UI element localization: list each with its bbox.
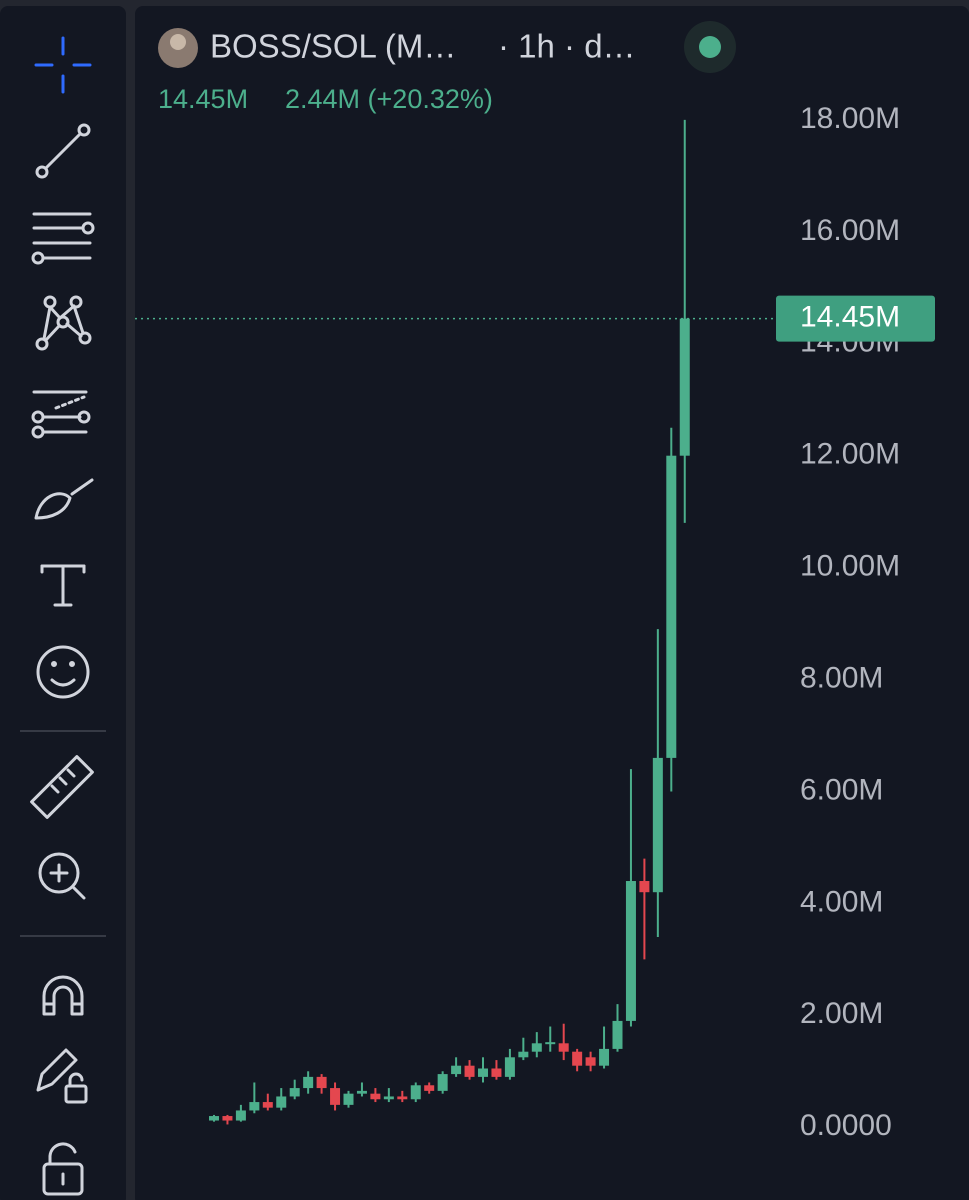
pattern-tool[interactable] <box>35 295 92 351</box>
y-tick-label: 12.00M <box>800 438 900 471</box>
candle-body <box>572 1051 583 1066</box>
candle-body <box>356 1090 367 1094</box>
last-price-tag <box>776 295 935 342</box>
candle-body <box>599 1048 610 1066</box>
candle-body <box>370 1093 381 1100</box>
candle-body <box>424 1085 435 1091</box>
candle-body <box>531 1043 542 1052</box>
candle-body <box>303 1076 314 1089</box>
candle-body <box>330 1088 341 1105</box>
zoom-tool[interactable] <box>38 852 86 900</box>
y-tick-label: 4.00M <box>800 885 883 918</box>
y-tick-label: 10.00M <box>800 550 900 583</box>
status-dot <box>699 36 721 58</box>
avatar-face <box>170 34 186 50</box>
candle-body <box>679 318 690 456</box>
legend-change: 2.44M (+20.32%) <box>285 84 493 114</box>
lock-drawings-tool[interactable] <box>36 1048 88 1104</box>
interval[interactable]: · 1h · d… <box>498 28 636 65</box>
candle-body <box>249 1102 260 1111</box>
candle-body <box>504 1057 515 1077</box>
candle-body <box>558 1043 569 1052</box>
candle-body <box>612 1020 623 1049</box>
candle-body <box>451 1065 462 1075</box>
y-tick-label: 8.00M <box>800 661 883 694</box>
candle-body <box>625 881 636 1021</box>
magnet-tool[interactable] <box>42 975 84 1016</box>
lock-tool[interactable] <box>42 1142 84 1196</box>
brush-tool[interactable] <box>34 478 94 520</box>
candle-body <box>316 1076 327 1089</box>
projection-tool[interactable] <box>31 390 91 439</box>
symbol-name[interactable]: BOSS/SOL (M… <box>210 28 456 65</box>
candle-body <box>343 1093 354 1105</box>
crosshair-tool[interactable] <box>34 36 92 94</box>
emoji-tool[interactable] <box>36 645 90 699</box>
candle-body <box>410 1085 421 1100</box>
chart-panel <box>135 6 969 1200</box>
candle-body <box>276 1096 287 1108</box>
trend-line-tool[interactable] <box>35 123 91 179</box>
candle-body <box>478 1068 488 1077</box>
fib-tool[interactable] <box>31 212 95 265</box>
last-price-label: 14.45M <box>800 301 900 334</box>
candle-body <box>518 1051 529 1058</box>
candle-body <box>464 1065 475 1077</box>
y-tick-label: 0.0000 <box>800 1109 892 1142</box>
legend-price: 14.45M <box>158 84 248 114</box>
candle-body <box>289 1088 300 1097</box>
y-tick-label: 16.00M <box>800 214 900 247</box>
candle-body <box>222 1116 233 1121</box>
candle-body <box>666 455 677 758</box>
candle-body <box>383 1096 394 1100</box>
candle-body <box>209 1116 219 1121</box>
candle-body <box>491 1068 502 1077</box>
candle-body <box>437 1074 448 1091</box>
candle-body <box>652 757 663 893</box>
ruler-tool[interactable] <box>30 755 94 819</box>
candle-body <box>545 1042 556 1045</box>
candle-body <box>639 881 650 893</box>
candle-body <box>262 1102 273 1108</box>
y-tick-label: 2.00M <box>800 997 883 1030</box>
candle-body <box>235 1110 246 1121</box>
candle-body <box>397 1096 408 1100</box>
candle-body <box>585 1057 596 1066</box>
y-tick-label: 18.00M <box>800 102 900 135</box>
y-tick-label: 6.00M <box>800 773 883 806</box>
text-tool[interactable] <box>40 564 86 607</box>
